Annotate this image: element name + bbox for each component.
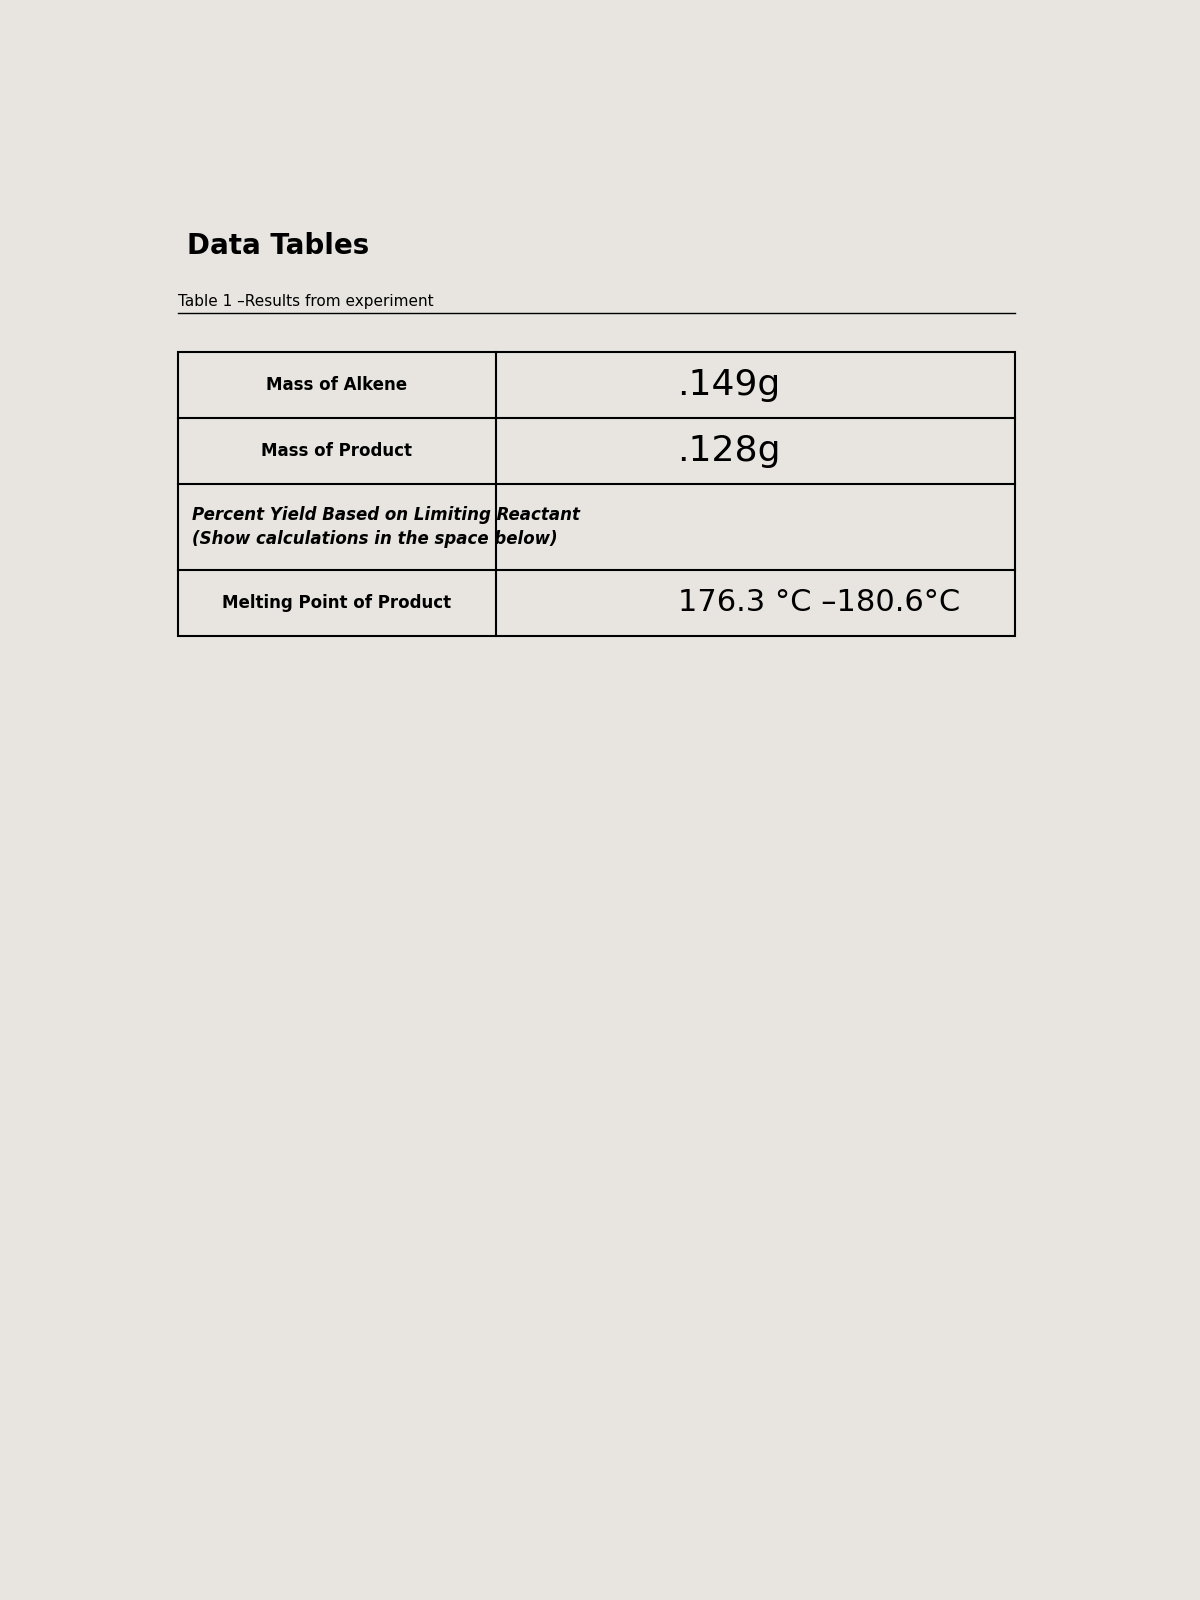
Text: Table 1 –Results from experiment: Table 1 –Results from experiment — [178, 294, 433, 309]
Text: Melting Point of Product: Melting Point of Product — [222, 594, 451, 611]
Text: Mass of Product: Mass of Product — [262, 442, 413, 461]
Text: Mass of Alkene: Mass of Alkene — [266, 376, 408, 394]
Text: Data Tables: Data Tables — [187, 232, 370, 259]
Bar — [178, 352, 1015, 635]
Text: 176.3 °C –180.6°C: 176.3 °C –180.6°C — [678, 589, 960, 618]
Text: .128g: .128g — [678, 434, 781, 469]
Text: .149g: .149g — [678, 368, 781, 402]
Text: Percent Yield Based on Limiting Reactant
(Show calculations in the space below): Percent Yield Based on Limiting Reactant… — [192, 506, 580, 547]
